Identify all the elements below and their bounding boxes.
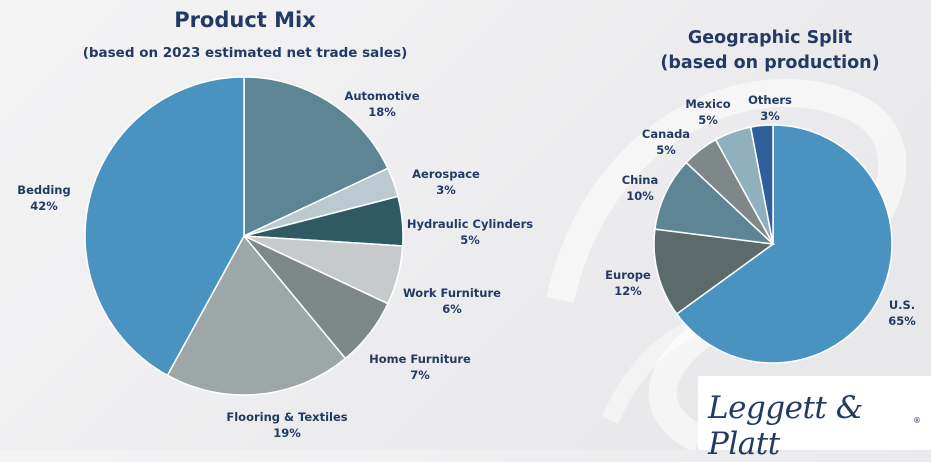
slice-label-europe: Europe 12% bbox=[605, 267, 651, 299]
pie-slice-others bbox=[749, 124, 774, 245]
slice-label-u-s: U.S. 65% bbox=[888, 297, 916, 329]
company-logo: Leggett & Platt ® bbox=[698, 376, 931, 462]
slice-label-name: Hydraulic Cylinders bbox=[406, 217, 534, 231]
slice-label-name: China bbox=[621, 173, 659, 187]
slice-label-bedding: Bedding 42% bbox=[17, 182, 70, 214]
slice-label-name: Mexico bbox=[685, 97, 731, 111]
registered-mark: ® bbox=[913, 416, 921, 425]
slice-label-value: 19% bbox=[273, 426, 301, 440]
pie-slice-u-s bbox=[675, 124, 893, 364]
pie-slice-china bbox=[654, 161, 776, 246]
slice-label-value: 5% bbox=[656, 143, 676, 157]
slice-label-value: 3% bbox=[436, 183, 456, 197]
slice-label-name: Canada bbox=[641, 127, 691, 141]
geographic-split-pie bbox=[653, 124, 893, 364]
slice-label-value: 3% bbox=[760, 109, 780, 123]
slice-label-value: 6% bbox=[442, 302, 462, 316]
slice-label-name: Home Furniture bbox=[369, 352, 471, 366]
geographic-split-title-text: Geographic Split bbox=[687, 28, 853, 48]
slice-label-mexico: Mexico 5% bbox=[685, 96, 730, 128]
pie-slice-bedding bbox=[84, 76, 245, 377]
slice-label-name: Flooring & Textiles bbox=[226, 410, 348, 424]
geographic-split-title: Geographic Split (based on production) bbox=[640, 26, 900, 76]
slice-label-value: 5% bbox=[698, 113, 718, 127]
slice-label-name: Europe bbox=[605, 268, 651, 282]
product-mix-subtitle: (based on 2023 estimated net trade sales… bbox=[82, 45, 408, 61]
slice-label-aerospace: Aerospace 3% bbox=[412, 166, 480, 198]
slice-label-value: 7% bbox=[410, 368, 430, 382]
slice-label-automotive: Automotive 18% bbox=[344, 88, 419, 120]
slice-label-name: Work Furniture bbox=[403, 286, 501, 300]
slice-label-name: Automotive bbox=[344, 89, 420, 103]
slice-label-value: 42% bbox=[30, 199, 58, 213]
slice-label-name: Bedding bbox=[17, 183, 71, 197]
slice-label-name: Aerospace bbox=[412, 167, 480, 181]
pie-slice-europe bbox=[653, 228, 775, 315]
slice-label-china: China 10% bbox=[622, 172, 659, 204]
pie-slice-automotive bbox=[243, 76, 389, 238]
logo-text: Leggett & Platt bbox=[708, 390, 863, 462]
slice-label-others: Others 3% bbox=[748, 92, 792, 124]
slice-label-home-furniture: Home Furniture 7% bbox=[369, 351, 471, 383]
geographic-split-subtitle: (based on production) bbox=[660, 53, 880, 73]
slice-label-canada: Canada 5% bbox=[642, 126, 690, 158]
product-mix-pie bbox=[84, 76, 404, 396]
slice-label-value: 10% bbox=[626, 189, 654, 203]
slice-label-value: 65% bbox=[888, 314, 916, 328]
slice-label-value: 12% bbox=[614, 284, 642, 298]
slice-label-work-furniture: Work Furniture 6% bbox=[403, 285, 501, 317]
slice-label-value: 18% bbox=[368, 105, 396, 119]
slice-label-hydraulic-cylinders: Hydraulic Cylinders 5% bbox=[407, 216, 533, 248]
slice-label-value: 5% bbox=[460, 233, 480, 247]
slice-label-name: Others bbox=[748, 93, 792, 107]
product-mix-title: Product Mix bbox=[174, 8, 316, 32]
pie-slice-flooring-and-textiles bbox=[166, 234, 347, 396]
slice-label-flooring-and-textiles: Flooring & Textiles 19% bbox=[226, 409, 347, 441]
slice-label-name: U.S. bbox=[888, 298, 916, 312]
